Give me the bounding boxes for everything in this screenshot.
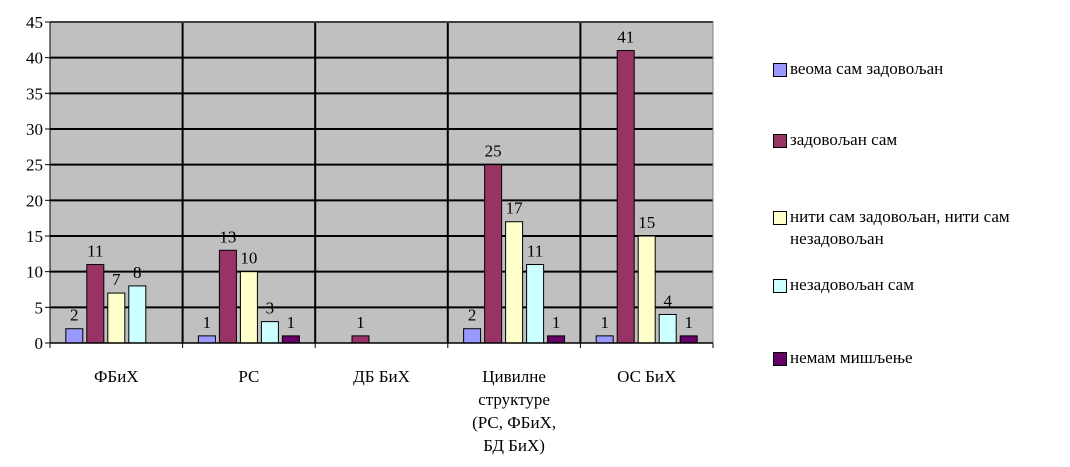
data-label: 17	[506, 199, 524, 218]
bar-2-series-3	[239, 271, 258, 344]
data-label: 7	[112, 270, 121, 289]
legend-swatch	[773, 352, 787, 366]
bar-3-series-2	[351, 335, 370, 344]
data-label: 1	[203, 313, 212, 332]
legend-label: задовољан сам	[790, 130, 898, 149]
y-tick-label: 10	[26, 263, 43, 282]
y-tick-label: 40	[26, 49, 43, 68]
legend-swatch	[773, 279, 787, 293]
y-tick-label: 20	[26, 191, 43, 210]
bar-4-series-5	[547, 335, 566, 344]
data-label: 1	[600, 313, 609, 332]
data-label: 1	[684, 313, 693, 332]
category-label: ДБ БиХ	[353, 367, 410, 386]
y-tick-label: 30	[26, 120, 43, 139]
y-tick-label: 45	[26, 13, 43, 32]
legend-label: веома сам задовољан	[790, 59, 944, 78]
legend-item: немам мишљење	[773, 347, 1068, 369]
legend-swatch	[773, 211, 787, 225]
y-tick-label: 35	[26, 84, 43, 103]
bar-4-series-2	[484, 164, 503, 344]
bar-5-series-5	[679, 335, 698, 344]
data-label: 11	[527, 242, 543, 261]
legend-item: нити сам задовољан, нити сам незадовољан	[773, 206, 1068, 250]
data-label: 2	[468, 306, 477, 325]
bar-4-series-3	[505, 221, 524, 344]
legend-swatch	[773, 63, 787, 77]
bar-5-series-1	[595, 335, 614, 344]
data-label: 4	[663, 291, 672, 310]
bar-4-series-1	[463, 328, 482, 344]
legend-label: немам мишљење	[790, 348, 913, 367]
data-label: 15	[638, 213, 655, 232]
data-label: 10	[240, 249, 257, 268]
data-label: 8	[133, 263, 142, 282]
legend-item: незадовољан сам	[773, 274, 1068, 296]
bar-1-series-3	[107, 292, 126, 344]
bar-2-series-2	[218, 249, 237, 344]
category-label: ФБиХ	[94, 367, 139, 386]
legend-label: нити сам задовољан, нити сам незадовољан	[790, 207, 1010, 248]
data-label: 13	[219, 227, 236, 246]
bar-2-series-4	[260, 321, 279, 344]
category-label: ОС БиХ	[617, 367, 676, 386]
legend-item: задовољан сам	[773, 129, 1068, 151]
category-label: РС	[238, 367, 259, 386]
plot-area	[50, 22, 713, 343]
bar-1-series-4	[128, 285, 147, 344]
bar-5-series-3	[637, 235, 656, 344]
category-label: Цивилне структуре (РС, ФБиХ, БД БиХ)	[472, 367, 556, 455]
data-label: 1	[287, 313, 296, 332]
legend-label: незадовољан сам	[790, 275, 914, 294]
y-tick-label: 0	[35, 334, 44, 353]
bar-4-series-4	[526, 264, 545, 344]
data-label: 11	[87, 242, 103, 261]
data-label: 2	[70, 306, 79, 325]
y-tick-label: 5	[35, 298, 44, 317]
bar-5-series-2	[616, 50, 635, 344]
legend-swatch	[773, 134, 787, 148]
data-label: 3	[266, 299, 275, 318]
legend-item: веома сам задовољан	[773, 58, 1068, 80]
data-label: 25	[485, 142, 502, 161]
bar-2-series-5	[281, 335, 300, 344]
y-tick-label: 15	[26, 227, 43, 246]
bar-1-series-2	[86, 264, 105, 344]
data-label: 1	[552, 313, 561, 332]
bar-2-series-1	[197, 335, 216, 344]
y-tick-label: 25	[26, 156, 43, 175]
data-label: 41	[617, 28, 634, 47]
bar-5-series-4	[658, 313, 677, 344]
bar-1-series-1	[65, 328, 84, 344]
data-label: 1	[356, 313, 365, 332]
